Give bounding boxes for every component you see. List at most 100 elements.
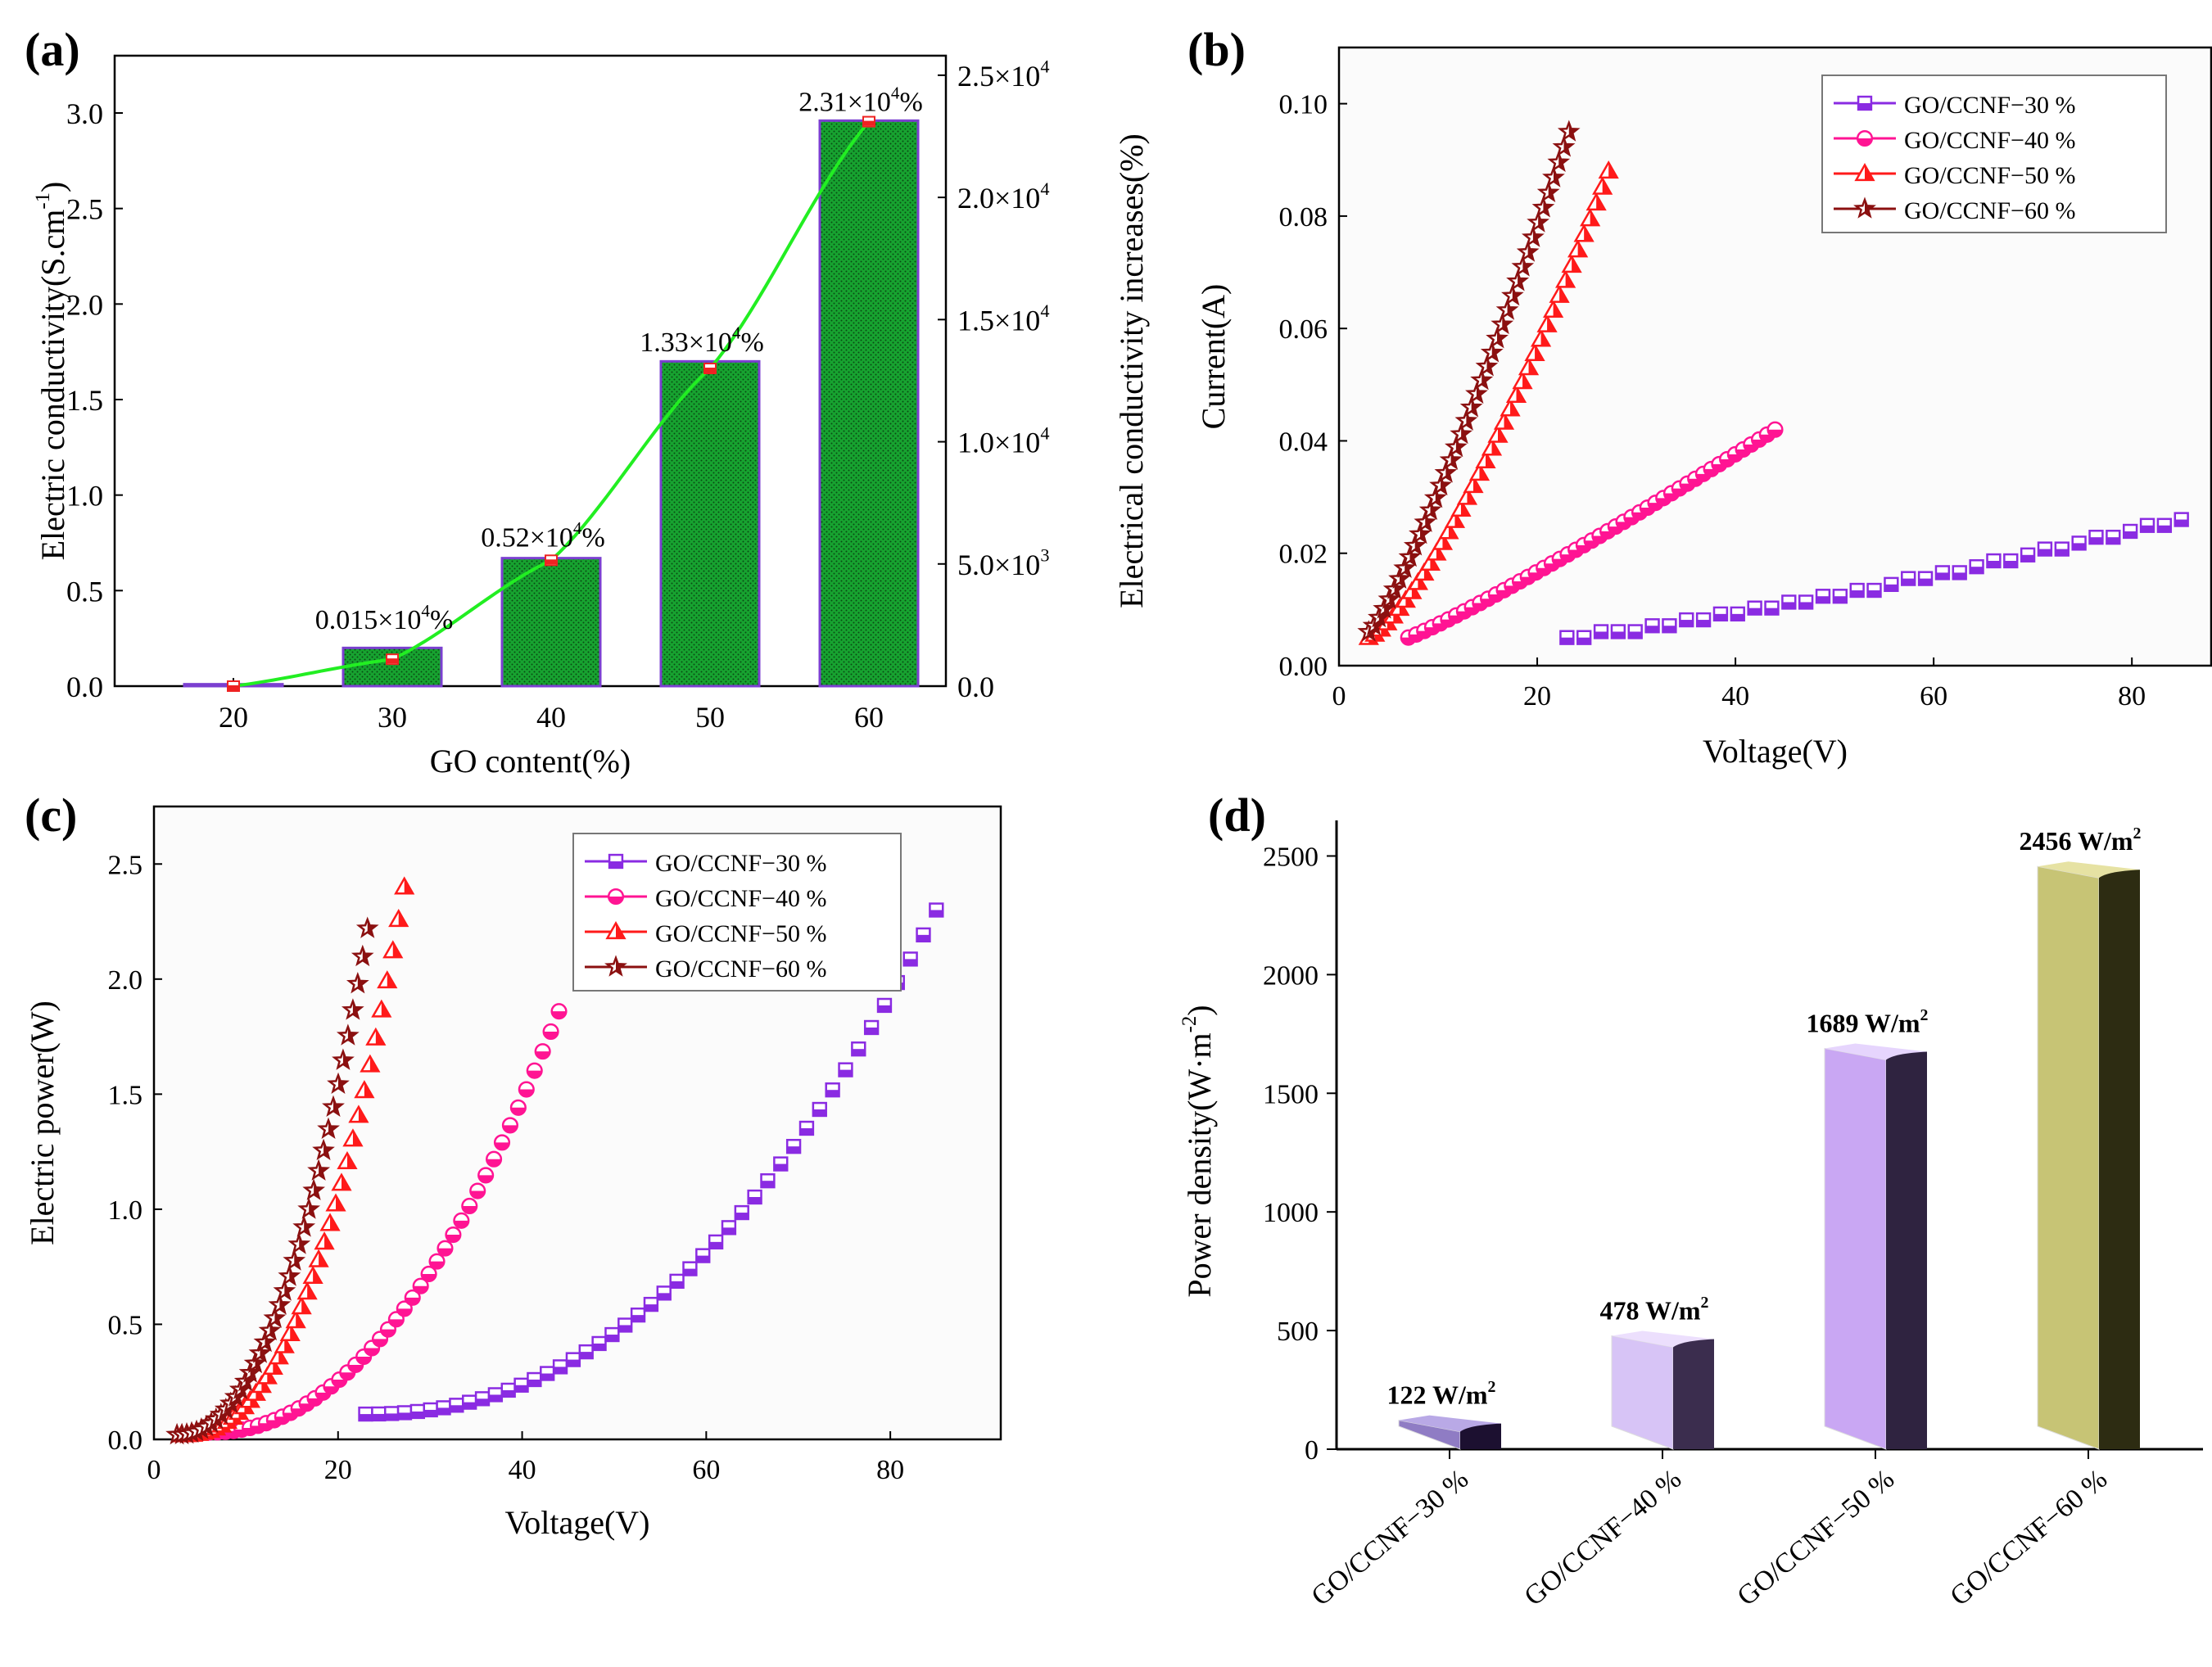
- data-point-fill: [1485, 452, 1495, 468]
- data-point-fill: [429, 1261, 445, 1269]
- data-point-fill: [319, 1251, 328, 1267]
- data-point-fill: [1510, 400, 1519, 416]
- data-point-fill: [1384, 599, 1393, 617]
- x-tick-label: 40: [536, 701, 566, 734]
- data-point-fill: [1645, 626, 1659, 633]
- bar-annotation: 2.31×104%: [798, 83, 923, 117]
- data-point-fill: [527, 1070, 542, 1078]
- data-point-fill: [1409, 548, 1418, 565]
- data-point-fill: [274, 1309, 283, 1326]
- data-point-fill: [774, 1163, 788, 1171]
- data-point-fill: [1608, 162, 1617, 178]
- data-point-fill: [330, 1214, 339, 1231]
- data-point-fill: [1560, 637, 1574, 644]
- data-point-fill: [2157, 525, 2171, 532]
- data-point-fill: [348, 1364, 364, 1372]
- bar: [342, 646, 443, 688]
- data-point-fill: [1547, 316, 1556, 332]
- data-point-fill: [1423, 564, 1433, 580]
- data-point-fill: [670, 1281, 684, 1288]
- data-point-fill: [2021, 554, 2035, 562]
- data-point-fill: [372, 1413, 386, 1421]
- data-point-fill: [1548, 183, 1558, 201]
- y-tick-label: 1.0: [66, 480, 103, 513]
- data-point-fill: [511, 1107, 526, 1115]
- data-point-fill: [486, 1159, 501, 1167]
- data-point-fill: [1884, 584, 1898, 591]
- data-point-fill: [2106, 537, 2120, 544]
- panel-label-c: (c): [25, 788, 77, 842]
- legend-label: GO/CCNF−30 %: [655, 850, 826, 877]
- data-point-fill: [566, 1359, 580, 1367]
- data-point-fill: [1532, 228, 1542, 245]
- y-tick-label: 0.04: [1279, 427, 1328, 457]
- data-point-fill: [812, 1109, 826, 1116]
- data-point-fill: [501, 1389, 515, 1397]
- data-point-fill: [1543, 198, 1552, 215]
- bar-data-label: 2456 W/m2: [2020, 824, 2142, 856]
- data-point-fill: [245, 1372, 255, 1389]
- data-point-fill: [450, 1405, 464, 1412]
- legend-marker-fill: [608, 897, 623, 904]
- data-point-fill: [296, 1312, 305, 1327]
- legend-marker-fill: [1857, 138, 1872, 146]
- data-point-fill: [748, 1197, 762, 1204]
- data-point-fill: [1628, 631, 1642, 639]
- legend-label: GO/CCNF−50 %: [655, 920, 826, 947]
- data-point-fill: [1528, 359, 1538, 374]
- y-axis-label: Electric conductivity(S.cm-1): [32, 182, 71, 561]
- data-point-fill: [1816, 596, 1830, 603]
- y-tick-label: 0.10: [1279, 90, 1328, 120]
- data-point-fill: [1476, 385, 1486, 402]
- data-point-fill: [1399, 570, 1409, 587]
- data-point-fill: [527, 1379, 541, 1386]
- data-point-fill: [1522, 373, 1531, 388]
- bar: [659, 359, 761, 688]
- data-point-fill: [476, 1398, 489, 1406]
- y-axis-label: Current(A): [1195, 284, 1232, 430]
- data-point-fill: [1374, 626, 1384, 641]
- y-tick-label: 500: [1277, 1317, 1319, 1347]
- data-point-fill: [290, 1325, 299, 1340]
- data-point-fill: [1394, 580, 1404, 597]
- data-point-fill: [337, 1075, 347, 1092]
- data-point-fill: [319, 1162, 328, 1178]
- data-point-fill: [369, 1056, 379, 1072]
- legend-label: GO/CCNF−30 %: [1904, 92, 2075, 119]
- data-point-fill: [352, 1001, 362, 1018]
- data-point-fill: [421, 1273, 437, 1281]
- data-point-fill: [307, 1283, 316, 1299]
- data-point-fill: [605, 1335, 619, 1341]
- legend-marker-fill: [1865, 200, 1874, 216]
- data-point-fill: [930, 910, 943, 917]
- data-point-fill: [2038, 549, 2051, 556]
- data-point-fill: [1479, 464, 1488, 480]
- y-tick-label: 0.00: [1279, 652, 1328, 682]
- data-point-fill: [1454, 512, 1463, 527]
- x-tick-label: GO/CCNF−50 %: [1732, 1464, 1901, 1612]
- y-tick-label: 2000: [1263, 960, 1319, 991]
- series-4: [165, 916, 379, 1445]
- data-point-fill: [1481, 371, 1490, 388]
- data-point-fill: [1467, 489, 1476, 504]
- data-point-fill: [2089, 537, 2103, 544]
- bar: [500, 557, 602, 688]
- legend-box: [572, 833, 902, 992]
- legend-marker-fill: [616, 923, 625, 938]
- y-tick-label: 1.5: [108, 1080, 143, 1110]
- data-point-fill: [878, 1005, 891, 1012]
- data-point-fill: [1577, 637, 1591, 644]
- data-point-fill: [1590, 210, 1599, 226]
- bar-front: [2037, 865, 2100, 1450]
- data-point-fill: [304, 1217, 313, 1235]
- data-point-fill: [375, 1029, 385, 1045]
- bar-data-label: 122 W/m2: [1387, 1378, 1496, 1409]
- series-4: [1357, 120, 1581, 642]
- data-point-fill: [410, 1411, 424, 1418]
- data-point-fill: [852, 1049, 866, 1056]
- data-point-fill: [255, 1354, 264, 1371]
- data-point-fill: [1516, 386, 1525, 402]
- bar-side: [1886, 1051, 1927, 1449]
- data-point-fill: [1970, 567, 1984, 574]
